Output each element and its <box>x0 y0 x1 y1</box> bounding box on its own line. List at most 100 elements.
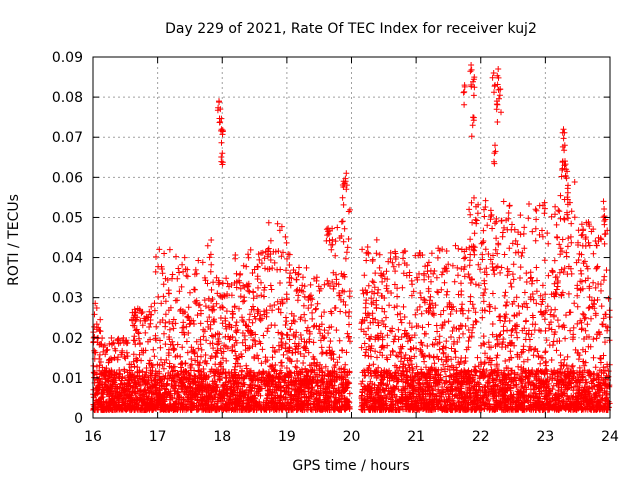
data-point <box>155 263 162 270</box>
data-point <box>113 399 120 406</box>
data-point <box>182 368 189 375</box>
data-point <box>166 246 173 253</box>
data-point <box>121 401 128 408</box>
data-point <box>187 320 194 327</box>
data-point <box>152 368 159 375</box>
data-point <box>97 359 104 365</box>
data-point <box>96 351 103 358</box>
data-point <box>165 352 172 359</box>
data-point <box>183 272 190 279</box>
data-point <box>136 351 143 358</box>
data-point <box>195 257 202 264</box>
data-point <box>191 373 198 380</box>
data-point <box>136 388 143 395</box>
data-point <box>158 356 164 363</box>
data-point <box>140 347 147 354</box>
data-point <box>112 371 119 378</box>
data-point <box>124 383 131 390</box>
data-point <box>169 275 175 282</box>
data-point <box>170 325 177 332</box>
data-point <box>191 271 198 278</box>
data-point <box>94 383 101 390</box>
data-point <box>187 381 194 388</box>
data-point <box>107 370 114 377</box>
data-point <box>184 349 191 356</box>
data-point <box>178 283 185 290</box>
data-point <box>93 363 100 370</box>
data-point <box>160 281 167 288</box>
data-point <box>145 387 152 394</box>
data-point <box>183 323 190 330</box>
data-point <box>189 388 196 395</box>
data-point <box>162 389 169 396</box>
data-point <box>136 367 143 374</box>
data-point <box>161 250 168 257</box>
data-point <box>157 344 164 351</box>
data-point <box>191 321 197 327</box>
data-point <box>107 397 114 404</box>
data-point <box>156 385 163 392</box>
data-point <box>142 318 149 324</box>
data-point <box>97 316 104 323</box>
data-point <box>175 393 182 399</box>
data-point <box>161 375 168 382</box>
data-point <box>90 369 97 376</box>
data-point <box>131 363 138 370</box>
data-point <box>158 300 165 307</box>
data-point <box>163 381 170 388</box>
data-point <box>130 358 137 365</box>
data-point <box>130 374 137 381</box>
data-point <box>115 354 121 361</box>
data-point <box>132 327 139 334</box>
data-point <box>166 392 173 399</box>
data-point <box>187 289 193 296</box>
data-point <box>193 402 200 409</box>
data-point <box>169 404 175 411</box>
data-point <box>118 390 125 397</box>
data-point <box>178 379 185 386</box>
data-point <box>152 335 159 342</box>
data-point <box>99 384 106 391</box>
data-point <box>98 399 105 406</box>
data-point <box>147 357 153 364</box>
data-point <box>169 320 176 327</box>
data-point <box>162 341 169 348</box>
data-point <box>156 246 163 253</box>
data-point <box>124 353 131 360</box>
data-point <box>108 367 115 374</box>
data-point <box>159 317 166 323</box>
data-point <box>185 330 192 336</box>
data-point <box>148 303 155 310</box>
data-point <box>161 385 168 392</box>
data-point <box>200 333 207 340</box>
data-point <box>208 261 215 268</box>
data-point <box>132 318 139 324</box>
data-point <box>144 384 151 391</box>
data-point <box>157 377 164 384</box>
data-point <box>98 370 105 377</box>
data-point <box>171 346 178 353</box>
data-point <box>179 344 186 351</box>
data-point <box>162 298 169 305</box>
data-point <box>98 389 105 396</box>
data-point <box>98 341 105 348</box>
data-point <box>131 306 138 313</box>
data-point <box>140 376 146 383</box>
data-point <box>159 270 166 277</box>
data-point <box>180 319 187 326</box>
data-point <box>180 404 187 411</box>
data-point <box>176 269 183 276</box>
data-point <box>161 396 168 403</box>
data-point <box>141 399 148 406</box>
data-point <box>186 389 193 395</box>
data-point <box>162 319 169 326</box>
data-point <box>192 386 199 393</box>
data-point <box>185 314 192 321</box>
data-point <box>139 368 146 375</box>
data-point <box>197 341 204 348</box>
data-point <box>134 396 141 403</box>
data-point <box>186 317 193 324</box>
data-point <box>161 359 168 366</box>
data-point <box>148 377 155 384</box>
data-point <box>119 375 125 382</box>
